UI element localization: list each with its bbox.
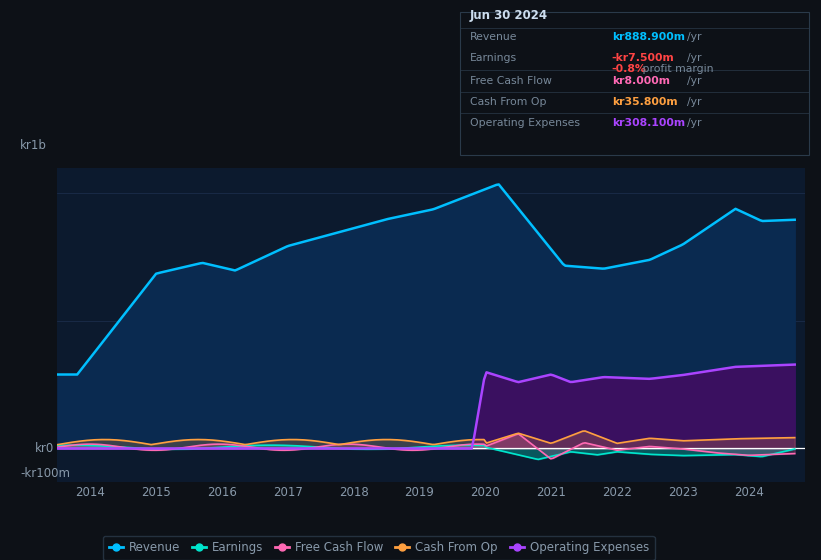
Text: Earnings: Earnings: [470, 53, 516, 63]
Text: Jun 30 2024: Jun 30 2024: [470, 9, 548, 22]
Text: -0.8%: -0.8%: [612, 64, 646, 74]
Text: /yr: /yr: [687, 53, 702, 63]
Legend: Revenue, Earnings, Free Cash Flow, Cash From Op, Operating Expenses: Revenue, Earnings, Free Cash Flow, Cash …: [103, 535, 655, 560]
Text: Cash From Op: Cash From Op: [470, 97, 546, 108]
Text: kr1b: kr1b: [21, 139, 47, 152]
Text: Free Cash Flow: Free Cash Flow: [470, 76, 552, 86]
Text: /yr: /yr: [687, 32, 702, 42]
Text: -kr100m: -kr100m: [21, 468, 70, 480]
Text: kr308.100m: kr308.100m: [612, 118, 685, 128]
Text: kr0: kr0: [34, 442, 53, 455]
Text: /yr: /yr: [687, 118, 702, 128]
Text: kr35.800m: kr35.800m: [612, 97, 677, 108]
Text: kr8.000m: kr8.000m: [612, 76, 670, 86]
Text: Operating Expenses: Operating Expenses: [470, 118, 580, 128]
Text: /yr: /yr: [687, 97, 702, 108]
Text: Revenue: Revenue: [470, 32, 517, 42]
Text: profit margin: profit margin: [639, 64, 713, 74]
Text: -kr7.500m: -kr7.500m: [612, 53, 674, 63]
Text: /yr: /yr: [687, 76, 702, 86]
Text: kr888.900m: kr888.900m: [612, 32, 685, 42]
